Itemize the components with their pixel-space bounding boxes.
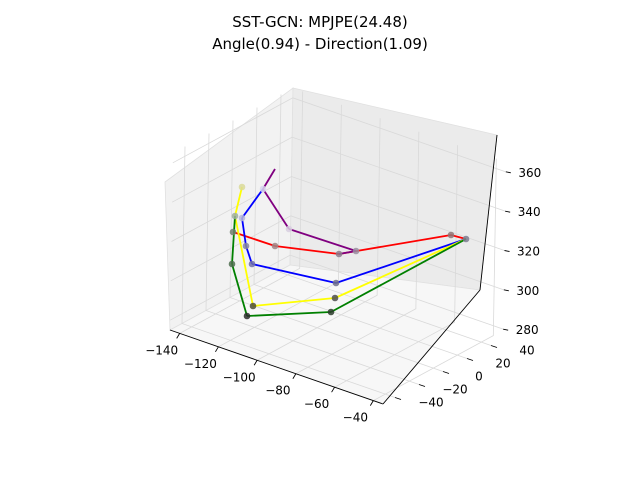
bone-2 [274,245,340,255]
bone-14 [252,297,336,307]
grid-line-z-0 [169,254,504,330]
bone-7 [241,217,247,247]
joint-10 [259,185,267,193]
z-axis-line [479,134,498,291]
bone-20 [231,215,236,265]
bone-16 [234,186,243,217]
z-axis-ticks: 280 300 320 340 360 [503,166,541,337]
joint-13 [238,183,246,191]
grid-line-y-0 [181,146,396,398]
x-tick-label-1: −120 [184,357,217,371]
z-tick-label-3: 340 [518,205,541,219]
grid-line-z-1 [170,215,504,291]
z-tick-label-4: 360 [518,166,541,180]
y-tick-mark-2 [442,371,450,374]
y-axis-line [382,289,481,405]
joint-7 [248,260,256,268]
y-axis-ticks: −40−20 0 20 40 [394,344,535,410]
grid-line-y-1 [205,133,420,385]
joint-4 [271,242,279,250]
bone-4 [335,238,467,284]
grid-line-y-4 [277,94,492,346]
x-tick-mark-2 [253,360,258,366]
z-tick-label-1: 300 [516,284,539,298]
joint-11 [238,214,246,222]
joint-8 [332,279,340,287]
x-tick-label-3: −80 [265,384,290,398]
y-tick-label-2: 0 [475,370,483,384]
chart-title: SST-GCN: MPJPE(24.48) [232,13,408,31]
x-tick-label-0: −140 [145,343,178,357]
grid-line-x-4 [334,145,458,388]
z-tick-mark-1 [503,289,509,292]
x-tick-mark-3 [292,373,297,379]
joint-15 [331,294,339,302]
joint-6 [229,228,237,236]
joint-0 [335,250,343,258]
joint-16 [249,302,257,310]
bone-3 [232,231,276,247]
x-tick-label-2: −100 [223,370,256,384]
grid-line-y-3 [253,107,468,359]
grid-line-z-2 [171,176,505,251]
grid-line-x-2 [256,118,381,361]
z-tick-mark-4 [505,171,511,174]
y-tick-label-1: −20 [442,383,467,397]
z-tick-mark-3 [505,210,511,213]
y-tick-mark-3 [466,358,474,361]
bone-10 [262,188,290,230]
y-tick-mark-1 [418,384,426,387]
joint-1 [352,247,360,255]
z-tick-mark-2 [504,250,510,252]
grid-line-y-2 [229,120,444,372]
bone-9 [288,228,357,252]
z-tick-label-2: 320 [517,245,540,259]
z-tick-mark-0 [503,328,509,331]
grid-lines [169,91,506,401]
x-tick-label-5: −40 [343,411,368,425]
x-axis-ticks: −140 −120 −100 −80 −60 −40 [145,333,374,425]
grid-line-x-0 [179,91,304,334]
joint-3 [462,235,470,243]
bone-13 [334,238,467,299]
y-tick-label-0: −40 [418,396,443,410]
bone-17 [330,238,467,313]
grid-line-z-4 [172,97,506,173]
y-tick-mark-4 [490,345,498,348]
y-tick-mark-0 [394,397,402,400]
bone-15 [234,215,254,307]
x-tick-mark-1 [215,346,219,353]
y-tick-label-4: 40 [519,344,534,358]
bone-5 [251,263,337,284]
x-tick-mark-0 [176,333,181,339]
chart-subtitle: Angle(0.94) - Direction(1.09) [212,35,428,53]
joint-14 [228,260,236,268]
bone-11 [262,168,276,190]
x-tick-label-4: −60 [304,397,329,411]
y-tick-label-3: 20 [495,357,510,371]
joint-18 [327,308,335,316]
x-axis-line [169,329,384,405]
bone-8 [241,188,264,219]
bone-19 [231,263,248,317]
joint-9 [285,225,293,233]
bone-18 [246,311,332,317]
z-tick-label-0: 280 [516,323,539,337]
joint-2 [447,231,455,239]
joint-12 [231,212,239,220]
x-tick-mark-4 [331,386,335,393]
grid-line-x-3 [295,131,420,375]
joint-5 [242,242,250,250]
skeleton-joints [228,183,470,320]
joint-17 [243,312,251,320]
x-tick-mark-5 [369,400,374,406]
grid-line-x-5 [373,158,497,401]
grid-line-z-3 [171,136,506,212]
